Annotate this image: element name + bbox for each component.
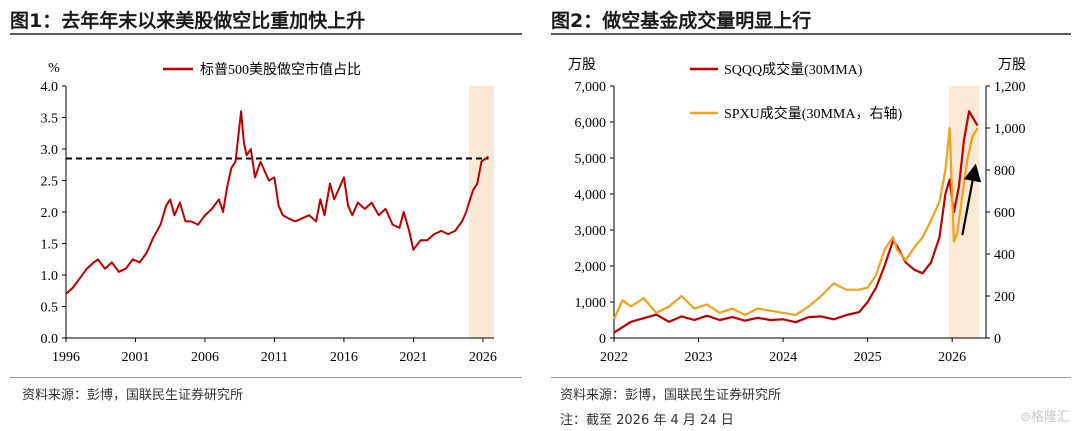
watermark-logo: ⊜格隆汇 [1020,410,1070,425]
y-left-tick-label: 6,000 [575,116,607,131]
y-right-tick-label: 0 [994,332,1001,347]
y-left-tick-label: 7,000 [575,80,607,95]
x-tick-label: 2006 [191,350,219,365]
right-figure-title: 图2：做空基金成交量明显上行 [551,10,812,32]
legend-label: 标普500美股做空市值占比 [200,61,361,78]
y-right-tick-label: 1,200 [994,80,1026,95]
x-tick-label: 2024 [769,350,797,365]
y-left-unit-label: 万股 [568,58,596,73]
highlight-band [468,86,494,338]
left-source-rule [10,377,522,378]
series-line-spxu [612,126,979,320]
series-line-short-ratio [65,110,489,295]
y-unit-label: % [48,61,60,76]
y-left-tick-label: 4,000 [575,188,607,203]
x-tick-label: 2022 [600,350,628,365]
y-tick-label: 0.5 [41,301,59,316]
y-right-tick-label: 600 [994,206,1015,221]
x-tick-label: 2021 [399,350,427,365]
y-tick-label: 2.5 [41,175,59,190]
y-tick-label: 0.0 [41,332,59,347]
annotation-arrow [961,163,982,236]
x-tick-label: 2011 [261,350,288,365]
y-right-tick-label: 200 [994,290,1015,305]
y-left-tick-label: 2,000 [575,260,607,275]
left-figure-title: 图1：去年年末以来美股做空比重加快上升 [10,10,366,32]
y-left-tick-label: 0 [599,332,606,347]
x-tick-label: 2026 [938,350,966,365]
left-source: 资料来源：彭博，国联民生证券研究所 [22,388,244,403]
left-title-rule [10,33,522,35]
x-tick-label: 2001 [121,350,149,365]
right-source-rule [551,377,1071,378]
y-tick-label: 3.5 [41,112,59,127]
y-tick-label: 1.0 [41,269,59,284]
y-left-tick-label: 5,000 [575,152,607,167]
left-chart: 0.0 0.5 1.0 1.5 2.0 2.5 3.0 3.5 4.0% 1996 2001 2006… [41,61,497,365]
y-tick-label: 4.0 [41,80,59,95]
legend-label-spxu: SPXU成交量(30MMA，右轴) [724,105,902,122]
x-tick-label: 2025 [854,350,882,365]
right-source: 资料来源：彭博，国联民生证券研究所 [560,388,782,403]
right-note: 注：截至 2026 年 4 月 24 日 [560,413,734,428]
right-title-rule [551,33,1071,35]
x-tick-label: 2023 [685,350,713,365]
y-left-tick-label: 1,000 [575,296,607,311]
y-tick-label: 2.0 [41,206,59,221]
right-chart: 0 1,000 2,000 3,000 4,000 5,000 6,000 7,000 万股 0 2… [568,58,1026,365]
y-right-unit-label: 万股 [998,58,1026,73]
legend-label-sqqq: SQQQ成交量(30MMA) [724,61,863,78]
y-right-tick-label: 400 [994,248,1015,263]
y-left-tick-label: 3,000 [575,224,607,239]
y-right-tick-label: 800 [994,164,1015,179]
series-line-sqqq [613,110,979,334]
y-tick-label: 3.0 [41,143,59,158]
y-tick-label: 1.5 [41,238,59,253]
x-tick-label: 1996 [52,350,80,365]
x-tick-label: 2016 [330,350,358,365]
y-right-tick-label: 1,000 [994,122,1026,137]
x-tick-label: 2026 [469,350,497,365]
